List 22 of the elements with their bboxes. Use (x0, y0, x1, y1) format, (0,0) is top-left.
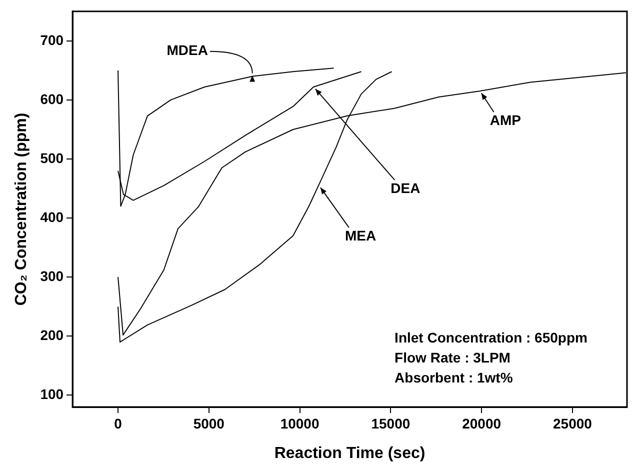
y-tick-label: 300 (40, 268, 64, 284)
x-axis-title: Reaction Time (sec) (274, 444, 426, 462)
series-label: MDEA (166, 42, 208, 58)
y-axis-title: CO₂ Concentration (ppm) (13, 112, 30, 306)
y-tick-label: 200 (40, 327, 64, 344)
y-tick-label: 400 (40, 208, 64, 225)
legend-label: AMP (490, 112, 521, 128)
annotation: Flow Rate : 3LPM (394, 349, 510, 366)
text: DEA (390, 180, 420, 196)
y-tick-label: 100 (40, 386, 64, 402)
annotation: Absorbent : 1wt% (394, 369, 514, 386)
y-tick-label: 500 (40, 150, 64, 166)
text: MEA (344, 227, 376, 244)
x-tick-label: 0 (114, 415, 122, 432)
x-tick-label: 20000 (462, 415, 502, 432)
annotation: Inlet Concentration : 650ppm (394, 329, 588, 346)
x-tick-label: 25000 (552, 415, 592, 432)
x-tick-label: 10000 (280, 415, 320, 432)
y-tick-label: 600 (40, 90, 64, 107)
y-tick-label: 700 (40, 32, 64, 48)
x-tick-label: 15000 (371, 415, 410, 432)
x-tick-label: 5000 (193, 415, 225, 432)
